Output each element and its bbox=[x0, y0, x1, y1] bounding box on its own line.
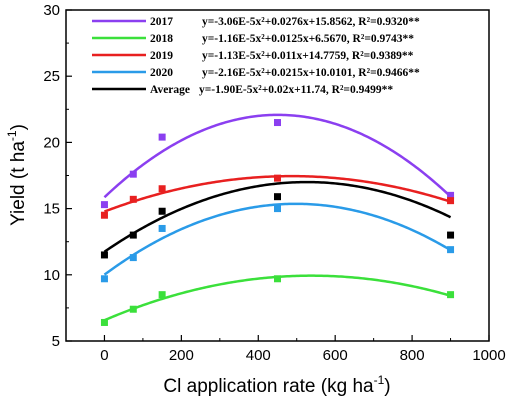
y-tick-label: 30 bbox=[43, 2, 60, 19]
legend-equation: y=-1.90E-5x²+0.02x+11.74, R²=0.9499** bbox=[199, 84, 393, 96]
point-2020 bbox=[129, 254, 137, 262]
x-tick-label: 400 bbox=[246, 347, 271, 364]
point-2019 bbox=[100, 211, 108, 219]
x-tick-label: 200 bbox=[169, 347, 194, 364]
point-2020 bbox=[100, 275, 108, 283]
legend-label: Average bbox=[150, 84, 190, 96]
point-average bbox=[447, 231, 455, 239]
point-2020 bbox=[274, 205, 281, 213]
point-2018 bbox=[129, 305, 137, 313]
point-2017 bbox=[447, 191, 455, 199]
y-tick-label: 10 bbox=[43, 267, 60, 284]
y-tick-label: 15 bbox=[43, 201, 60, 218]
x-tick-label: 600 bbox=[323, 347, 348, 364]
data-points bbox=[100, 119, 455, 326]
point-2017 bbox=[100, 201, 108, 209]
point-average bbox=[274, 193, 281, 201]
point-2018 bbox=[100, 318, 108, 326]
point-2018 bbox=[158, 291, 166, 299]
x-tick-label: 0 bbox=[100, 347, 108, 364]
legend-equation: y=-3.06E-5x²+0.0276x+15.8562, R²=0.9320*… bbox=[202, 16, 420, 28]
x-tick-label: 800 bbox=[400, 347, 425, 364]
legend: 2017 y=-3.06E-5x²+0.0276x+15.8562, R²=0.9… bbox=[92, 16, 420, 96]
point-average bbox=[100, 251, 108, 259]
point-2020 bbox=[447, 246, 455, 254]
y-axis-title: Yield (t ha-1) bbox=[5, 124, 29, 226]
point-2018 bbox=[447, 291, 455, 299]
fit-curve-average bbox=[103, 180, 452, 253]
point-2018 bbox=[274, 275, 281, 283]
point-2020 bbox=[158, 224, 166, 232]
legend-label: 2018 bbox=[150, 33, 173, 45]
y-tick-label: 20 bbox=[43, 134, 60, 151]
fit-curve-2017 bbox=[103, 113, 452, 199]
y-tick-label: 5 bbox=[52, 333, 60, 350]
point-2017 bbox=[129, 170, 137, 178]
point-2019 bbox=[158, 185, 166, 193]
legend-equation: y=-1.16E-5x²+0.0125x+6.5670, R²=0.9743** bbox=[202, 33, 414, 45]
fit-curves bbox=[103, 113, 452, 322]
point-2017 bbox=[274, 119, 281, 127]
point-2017 bbox=[158, 133, 166, 141]
x-axis: 0 200 400 600 800 1000 bbox=[100, 335, 506, 364]
y-tick-label: 25 bbox=[43, 68, 60, 85]
y-axis: 5 10 15 20 25 30 bbox=[43, 2, 72, 350]
legend-label: 2020 bbox=[150, 67, 173, 79]
point-2019 bbox=[274, 174, 281, 182]
legend-label: 2017 bbox=[150, 16, 173, 28]
legend-equation: y=-1.13E-5x²+0.011x+14.7759, R²=0.9389** bbox=[202, 50, 414, 62]
fit-curve-2018 bbox=[103, 274, 451, 322]
point-average bbox=[129, 231, 137, 239]
legend-label: 2019 bbox=[150, 50, 173, 62]
x-tick-label: 1000 bbox=[472, 347, 505, 364]
fit-curve-2020 bbox=[103, 202, 452, 276]
x-axis-title: Cl application rate (kg ha-1) bbox=[163, 373, 390, 397]
point-2019 bbox=[129, 195, 137, 203]
legend-equation: y=-2.16E-5x²+0.0215x+10.0101, R²=0.9466*… bbox=[202, 67, 420, 79]
point-2019 bbox=[447, 197, 455, 205]
point-average bbox=[158, 207, 166, 215]
